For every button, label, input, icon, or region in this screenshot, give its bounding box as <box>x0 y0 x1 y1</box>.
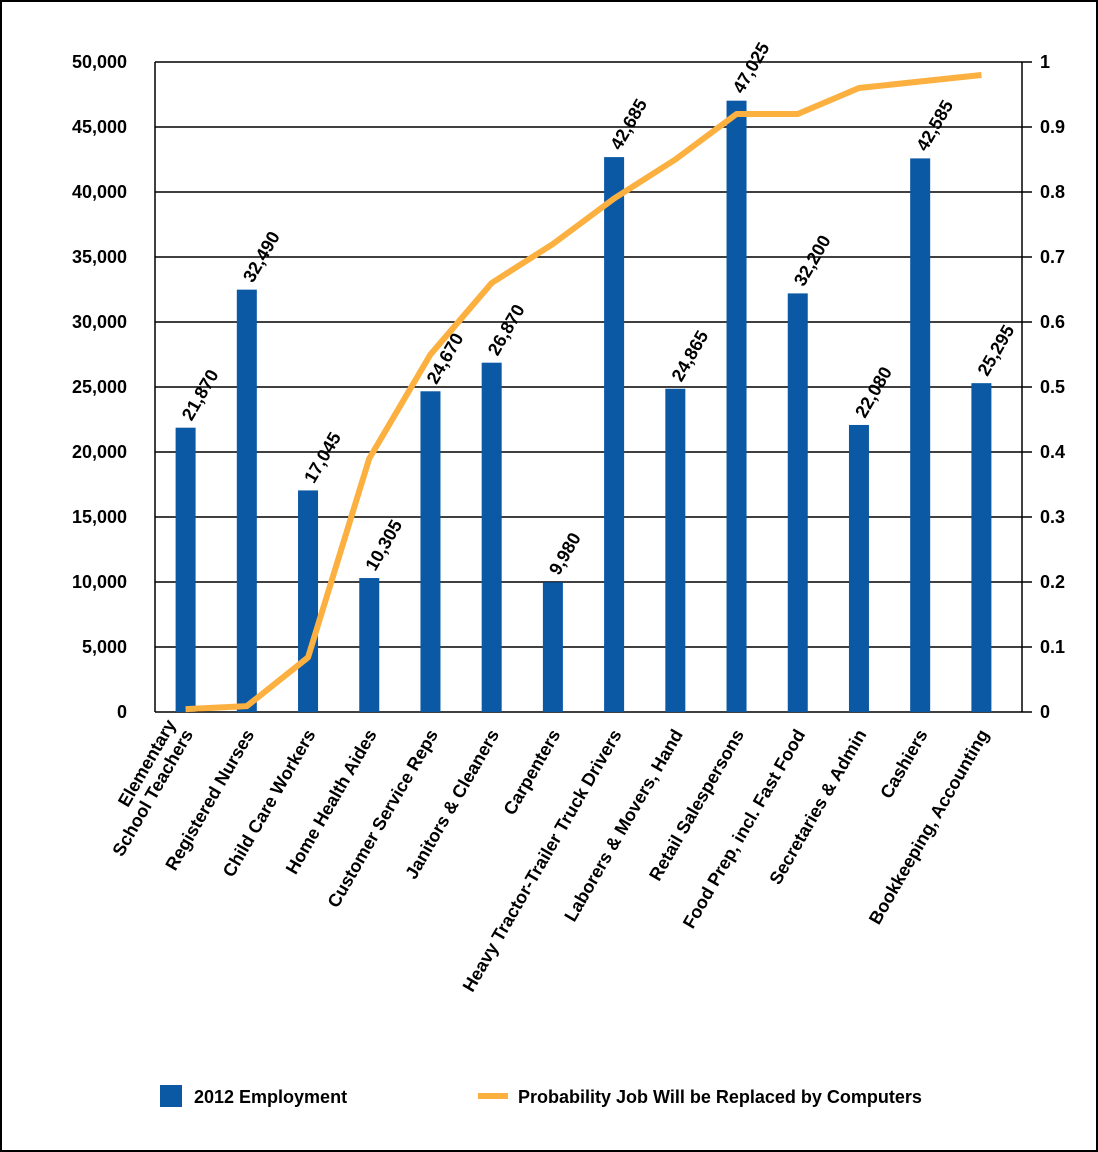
bar <box>175 427 196 712</box>
bar <box>910 158 931 712</box>
bar <box>787 293 808 712</box>
y-tick-label: 0 <box>117 702 127 722</box>
bar <box>359 578 380 712</box>
y-tick-label: 25,000 <box>72 377 127 397</box>
bar <box>420 391 441 712</box>
y-tick-label: 40,000 <box>72 182 127 202</box>
y2-tick-label: 0.2 <box>1040 572 1065 592</box>
y2-tick-label: 0.5 <box>1040 377 1065 397</box>
line <box>185 72 982 713</box>
y-tick-label: 15,000 <box>72 507 127 527</box>
y-tick-label: 30,000 <box>72 312 127 332</box>
bar <box>604 157 625 713</box>
y2-tick-label: 0.6 <box>1040 312 1065 332</box>
y-tick-label: 50,000 <box>72 52 127 72</box>
legend-label: Probability Job Will be Replaced by Comp… <box>518 1087 922 1107</box>
bar <box>298 490 319 712</box>
y2-tick-label: 0 <box>1040 702 1050 722</box>
bar <box>971 383 992 712</box>
y2-tick-label: 0.3 <box>1040 507 1065 527</box>
bar <box>665 388 686 712</box>
y2-tick-label: 0.8 <box>1040 182 1065 202</box>
bar <box>236 289 257 712</box>
y2-tick-label: 0.9 <box>1040 117 1065 137</box>
bar <box>848 424 869 712</box>
y2-tick-label: 0.1 <box>1040 637 1065 657</box>
y2-tick-label: 0.7 <box>1040 247 1065 267</box>
y2-tick-label: 0.4 <box>1040 442 1065 462</box>
bar <box>481 362 502 712</box>
legend-label: 2012 Employment <box>194 1087 347 1107</box>
y-tick-label: 35,000 <box>72 247 127 267</box>
bar <box>542 582 563 712</box>
y-tick-label: 5,000 <box>82 637 127 657</box>
y-tick-label: 45,000 <box>72 117 127 137</box>
y-tick-label: 20,000 <box>72 442 127 462</box>
y2-tick-label: 1 <box>1040 52 1050 72</box>
bar <box>726 100 747 713</box>
y-tick-label: 10,000 <box>72 572 127 592</box>
legend-swatch <box>160 1085 182 1107</box>
